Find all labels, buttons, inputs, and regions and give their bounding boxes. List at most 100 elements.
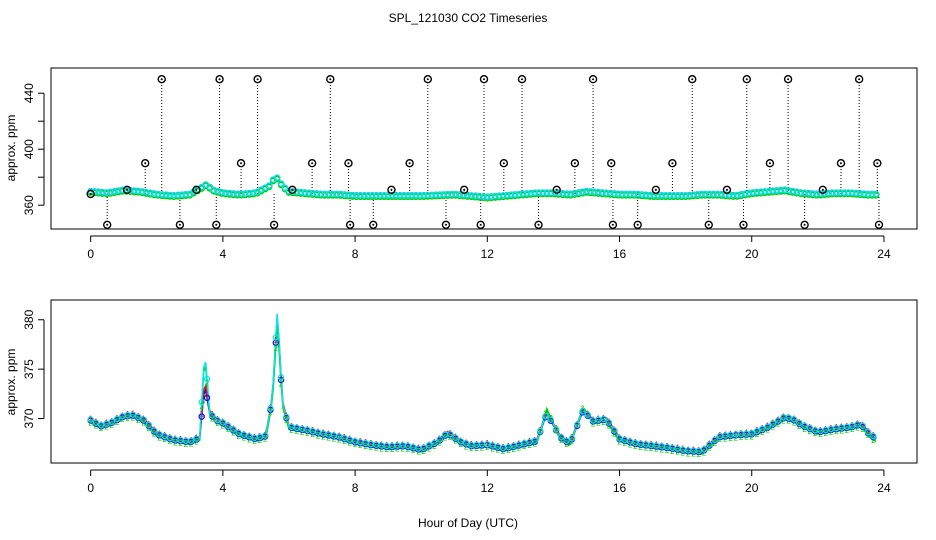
series-point-red: 1: [686, 445, 691, 454]
series-point-green: 2: [215, 419, 220, 428]
outlier-point: [552, 185, 561, 195]
series-point-red: 1: [416, 444, 421, 453]
baseline-point-cyan: [797, 189, 804, 196]
outlier-point: [345, 220, 355, 230]
series-point-red: 1: [432, 438, 437, 447]
series-point-red: 1: [549, 415, 554, 424]
baseline-point-cyan: [420, 192, 428, 199]
series-point-green: 2: [369, 443, 374, 452]
series-point-red: 1: [348, 435, 353, 444]
outlier-point: [517, 74, 527, 84]
baseline-point-cyan: [495, 192, 503, 200]
baseline-point-cyan: [396, 192, 404, 199]
series-point-green: 2: [480, 444, 485, 453]
series-point-green: 2: [311, 430, 316, 439]
series-point-red: 1: [512, 441, 517, 450]
series-point-green: 2: [691, 450, 696, 459]
series-point-green: 2: [591, 419, 596, 428]
series-point-red: 1: [866, 427, 871, 436]
outlier-point-center: [877, 223, 880, 226]
series-point-red: 1: [268, 403, 273, 412]
outlier-point-center: [742, 223, 745, 226]
series-point-green: 2: [390, 445, 395, 454]
series-point-green: 2: [94, 422, 99, 431]
series-point-green: 2: [316, 431, 321, 440]
baseline-point-cyan: [753, 188, 761, 196]
series-point-cyan: [193, 435, 200, 442]
series-point-cyan: [203, 375, 211, 383]
series-point-red: 1: [363, 438, 368, 447]
baseline-point-cyan: [559, 190, 566, 197]
series-point-green: 2: [660, 445, 665, 454]
baseline-point-cyan: [610, 190, 618, 197]
baseline-point-cyan: [531, 189, 539, 197]
series-point-green: 2: [411, 446, 416, 455]
series-point-green: 2: [406, 445, 411, 454]
series-point-red: 1: [226, 421, 231, 430]
series-point-red: 1: [125, 410, 130, 419]
series-point-red: 1: [808, 423, 813, 432]
outlier-point: [608, 220, 618, 230]
series-point-green: 2: [797, 422, 802, 431]
series-point-green: 2: [353, 440, 358, 449]
series-point-red: 1: [136, 412, 141, 421]
outlier-point-center: [691, 78, 694, 81]
series-point-green: 2: [654, 445, 659, 454]
bottom-x-tick-label: 16: [613, 481, 627, 495]
series-point-green: 2: [760, 428, 765, 437]
series-point-red: 1: [152, 426, 157, 435]
baseline-point-cyan: [150, 190, 158, 197]
outlier-point-center: [240, 162, 243, 165]
bottom-x-tick-label: 12: [481, 481, 495, 495]
bottom-x-tick-label: 8: [352, 481, 359, 495]
series-point-cyan: [870, 432, 877, 440]
outlier-point-center: [106, 223, 109, 226]
baseline-point-cyan: [511, 191, 519, 198]
series-point-cyan: [531, 437, 539, 444]
series-point-red: 1: [194, 434, 199, 443]
series-point-red: 1: [638, 439, 643, 448]
baseline-point-cyan: [662, 192, 670, 199]
baseline-point-cyan: [281, 184, 289, 192]
series-point-red: 1: [279, 373, 284, 382]
series-point-green: 2: [739, 433, 744, 442]
baseline-point-cyan: [638, 191, 646, 198]
series-point-green: 2: [829, 428, 834, 437]
baseline-point-cyan: [729, 191, 737, 199]
series-point-red: 1: [99, 420, 104, 429]
series-point-cyan: [219, 419, 227, 426]
series-point-green: 2: [723, 435, 728, 444]
baseline-point-cyan: [690, 191, 697, 198]
outlier-point-center: [555, 188, 558, 191]
series-point-cyan: [600, 415, 607, 423]
baseline-point-cyan: [365, 192, 372, 199]
bottom-y-tick-label: 370: [22, 408, 36, 428]
series-point-cyan: [806, 424, 814, 432]
baseline-point-cyan: [412, 192, 420, 199]
series-point-red: 1: [215, 415, 220, 424]
series-point-red: 1: [162, 431, 167, 440]
series-point-green: 2: [147, 424, 152, 433]
baseline-point-cyan: [305, 189, 313, 197]
series-point-red: 1: [94, 418, 99, 427]
baseline-point-cyan: [170, 192, 178, 199]
top-y-tick-label: 360: [22, 195, 36, 215]
baseline-point-cyan: [856, 190, 864, 197]
series-point-cyan: [161, 433, 168, 440]
series-point-green: 2: [787, 417, 792, 426]
series-point-red: 1: [263, 431, 268, 440]
series-point-cyan: [574, 421, 581, 428]
series-point-red: 1: [385, 441, 390, 450]
series-point-red: 1: [110, 417, 115, 426]
baseline-point-cyan: [686, 191, 693, 199]
baseline-point-cyan: [460, 191, 467, 199]
outlier-point: [269, 220, 279, 230]
baseline-point-cyan: [293, 188, 301, 196]
outlier-point-center: [821, 188, 824, 191]
baseline-point-cyan: [785, 187, 793, 194]
series-point-green: 2: [326, 434, 331, 443]
outlier-point: [441, 220, 451, 230]
baseline-point-cyan: [321, 190, 328, 198]
bottom-y-tick-label: 380: [22, 309, 36, 329]
